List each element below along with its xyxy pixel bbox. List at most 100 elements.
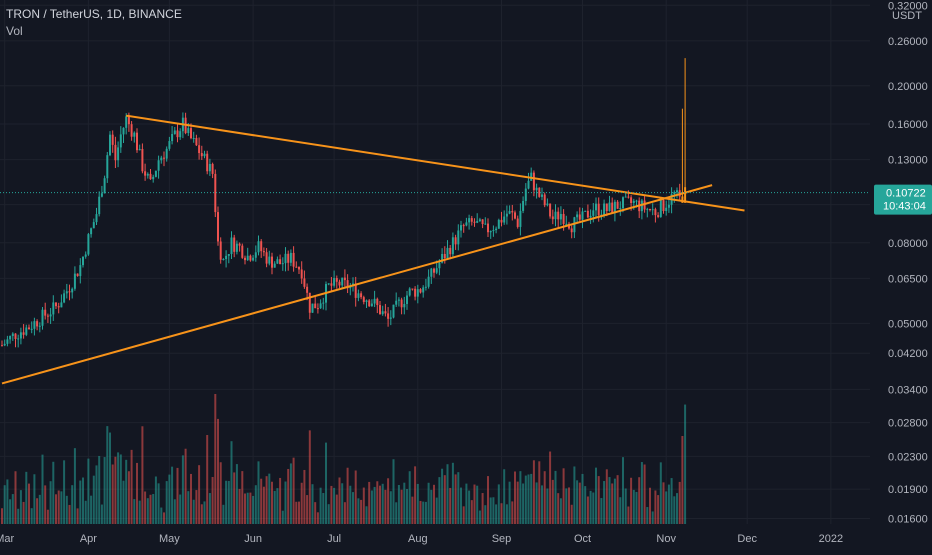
candle-body [657,215,660,217]
candle-body [389,317,392,319]
volume-bar [160,507,163,524]
candle-body [643,200,646,210]
candle-body [570,228,573,233]
volume-bar [109,432,111,524]
candle-body [279,259,282,265]
volume-bar [17,508,20,524]
candle-body [414,288,417,297]
volume-bar [190,473,192,524]
candle-body [519,210,522,227]
volume-bar [527,474,530,524]
candle-body [605,203,608,212]
volume-bar [249,492,252,524]
candle-body [311,303,314,313]
candle-body [433,268,435,273]
volume-bar [470,500,473,524]
candle-body [235,243,238,252]
volume-bar [543,471,546,524]
candle-body [327,283,330,285]
volume-bar [211,477,214,524]
candle-body [422,287,425,293]
candle-body [630,197,633,204]
volume-bar [530,473,533,524]
candle-body [65,291,68,294]
volume-bar [103,457,106,524]
volume-bar [254,485,257,524]
symbol-title[interactable]: TRON / TetherUS, 1D, BINANCE [6,7,182,21]
volume-bar [127,471,130,524]
volume-bar [446,464,449,524]
candle-body [365,300,368,302]
volume-bar [192,499,195,524]
candle-body [408,288,411,296]
candle-body [495,228,498,231]
candle-body [589,215,592,218]
candle-body [292,252,295,267]
volume-bar [252,495,255,524]
candle-body [246,255,249,261]
candle-body [330,283,333,286]
y-tick-label: 0.32000 [888,0,928,12]
volume-bar [295,501,298,524]
volume-bar [681,435,684,524]
volume-bar [38,494,41,524]
candle-body [360,293,363,298]
volume-bar [111,464,114,524]
candle-body [192,138,195,140]
candle-body [492,230,495,232]
candle-body [673,192,676,195]
volume-bar [346,467,349,524]
volume-bar [9,499,12,524]
candle-body [171,133,174,142]
volume-bar [227,480,230,524]
candle-body [219,241,222,260]
candle-body [127,116,130,125]
volume-bar [333,487,336,524]
volume-indicator-label[interactable]: Vol [6,24,23,38]
volume-bar [422,501,425,524]
candle-body [152,176,155,180]
candle-body [308,292,311,313]
volume-bar [468,490,471,524]
volume-bar [508,481,511,524]
volume-bar [200,504,203,524]
candle-body [227,254,230,256]
candle-body [357,293,360,298]
candle-body [144,171,147,176]
volume-bar [559,498,562,524]
volume-bar [168,474,171,524]
volume-bar [198,465,201,524]
volume-bar [613,478,616,524]
candle-body [44,309,47,316]
candle-body [524,188,527,201]
volume-bar [268,473,271,524]
y-tick-label: 0.05000 [888,318,928,330]
volume-bar [230,441,233,524]
volume-bar [100,504,103,524]
volume-bar [565,488,568,524]
candle-body [538,187,541,197]
trendlines[interactable] [1,114,745,385]
candle-body [505,213,508,217]
candle-body [257,241,260,253]
volume-bar [57,490,60,524]
candle-body [119,134,122,148]
volume-bar [578,482,581,524]
volume-bar [522,483,525,524]
volume-bar [136,462,138,524]
volume-bar [60,491,63,524]
candle-body [368,300,371,307]
candle-body [484,223,487,225]
volume-bar [114,456,117,524]
volume-bar [495,504,498,524]
volume-bar [667,484,670,524]
candle-body [165,148,168,159]
volume-bar [551,479,554,524]
x-tick-label: Jul [327,533,341,545]
volume-bar [389,491,392,524]
y-tick-label: 0.08000 [888,238,928,250]
candle-body [203,153,206,157]
volume-bar [238,488,241,524]
